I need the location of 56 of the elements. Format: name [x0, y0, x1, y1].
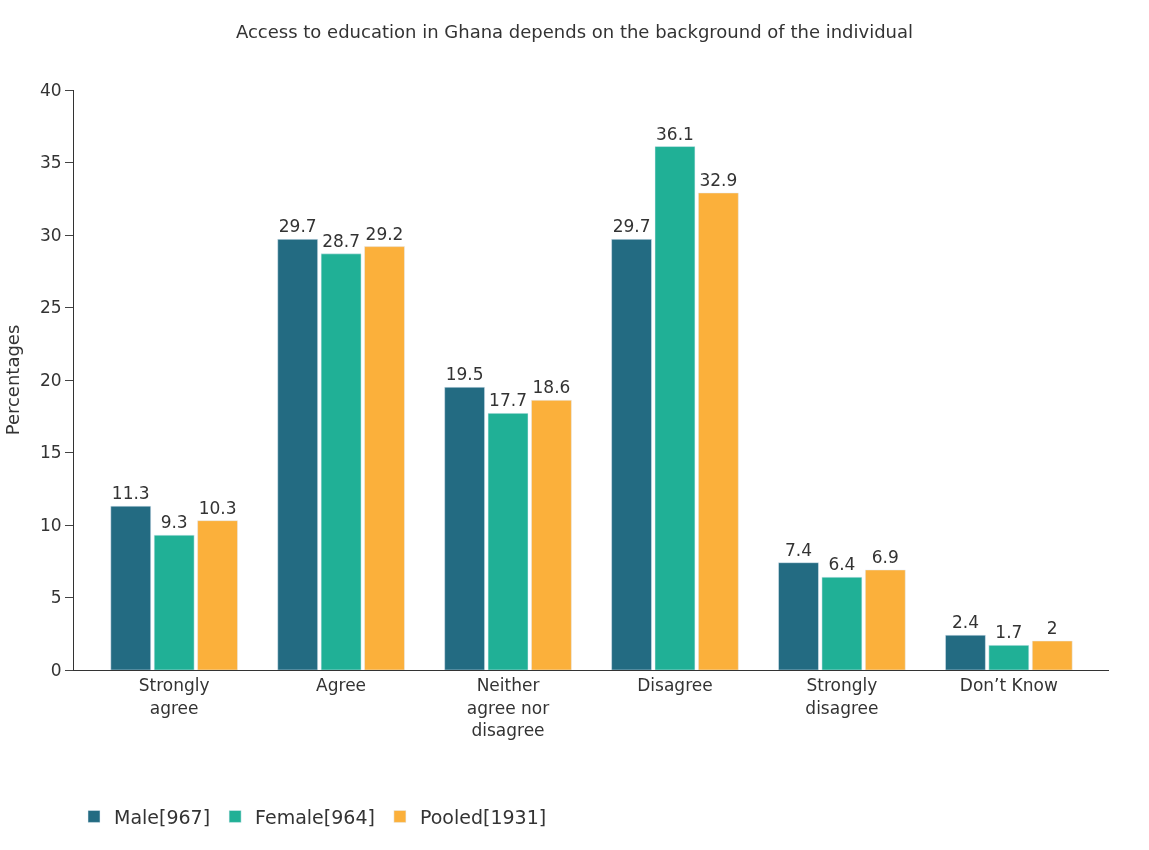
data-label: 36.1: [656, 123, 694, 144]
y-tick-label: 20: [39, 369, 62, 390]
bar: [277, 239, 318, 670]
y-tick-label: 30: [39, 224, 62, 245]
bar: [988, 645, 1030, 670]
legend-label: Male[967]: [114, 805, 211, 828]
y-tick-label: 40: [39, 79, 62, 100]
x-tick-label: Agree: [316, 675, 367, 696]
data-label: 29.7: [278, 216, 317, 237]
bar: [865, 569, 906, 670]
bar: [945, 634, 986, 670]
data-label: 7.4: [784, 539, 813, 560]
data-label: 29.7: [612, 216, 651, 237]
y-tick-label: 15: [39, 442, 62, 463]
data-label: 11.3: [111, 483, 150, 504]
data-label: 1.7: [995, 622, 1023, 643]
y-tick-label: 25: [39, 297, 62, 318]
bar: [364, 246, 405, 670]
x-tick-label: Don’t Know: [959, 675, 1058, 696]
x-tick-label: Neither agree nor disagree: [466, 675, 550, 740]
data-label: 28.7: [322, 230, 361, 251]
data-label: 6.9: [871, 546, 899, 567]
legend-label: Female[964]: [255, 805, 375, 828]
data-label: 19.5: [445, 364, 484, 385]
data-label: 6.4: [828, 554, 856, 575]
bar: [821, 576, 863, 670]
bar: [153, 534, 195, 670]
data-label: 29.2: [365, 223, 404, 244]
data-label: 2: [1046, 618, 1058, 638]
y-tick-label: 5: [50, 587, 62, 608]
data-label: 9.3: [160, 512, 188, 533]
y-axis-title: Percentages: [2, 324, 24, 436]
data-label: 2.4: [951, 612, 979, 633]
bar: [778, 562, 819, 670]
data-label: 10.3: [198, 497, 237, 518]
data-label: 17.7: [489, 390, 527, 411]
y-tick-label: 35: [39, 152, 62, 173]
bar: [110, 505, 151, 670]
bar: [654, 146, 696, 670]
x-tick-label: Strongly disagree: [805, 675, 879, 718]
bar: [611, 239, 652, 670]
bar: [444, 387, 485, 670]
data-label: 32.9: [699, 169, 738, 190]
data-label: 18.6: [532, 377, 571, 398]
x-tick-label: Disagree: [637, 675, 713, 696]
bar: [531, 400, 572, 670]
y-tick-label: 0: [50, 659, 62, 680]
bar: [320, 253, 362, 670]
x-tick-label: Strongly agree: [138, 675, 210, 718]
bar: [197, 520, 238, 670]
y-tick-label: 10: [39, 514, 62, 535]
bar: [487, 413, 529, 670]
bar: [1032, 640, 1073, 670]
bar: [698, 192, 739, 670]
chart-title: Access to education in Ghana depends on the background of the individual: [235, 21, 914, 43]
legend-label: Pooled[1931]: [419, 805, 547, 828]
